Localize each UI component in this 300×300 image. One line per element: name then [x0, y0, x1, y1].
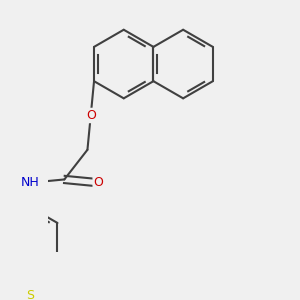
Text: O: O [86, 109, 96, 122]
Text: NH: NH [21, 176, 39, 189]
Text: S: S [26, 289, 34, 300]
Text: O: O [94, 176, 103, 189]
